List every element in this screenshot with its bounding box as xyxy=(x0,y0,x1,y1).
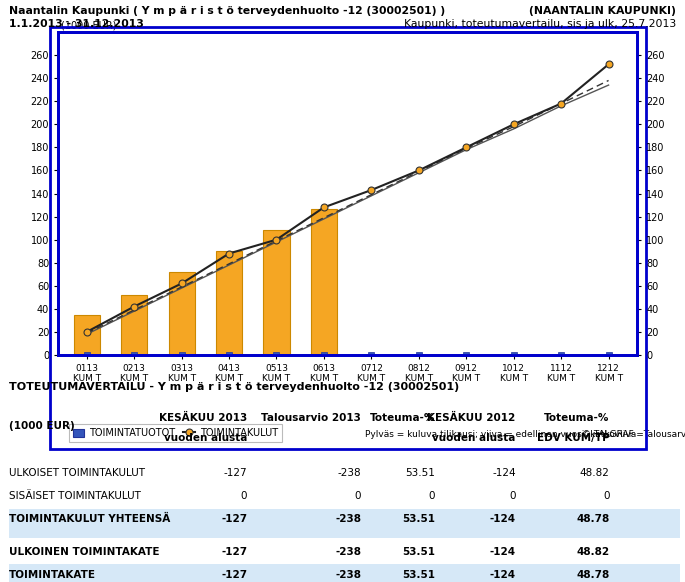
Text: Naantalin Kaupunki ( Y m p ä r i s t ö terveydenhuolto -12 (30002501) ): Naantalin Kaupunki ( Y m p ä r i s t ö t… xyxy=(9,6,445,16)
Text: © TALGRAF: © TALGRAF xyxy=(582,430,634,439)
Text: -127: -127 xyxy=(221,570,247,580)
Text: (NAANTALIN KAUPUNKI): (NAANTALIN KAUPUNKI) xyxy=(530,6,676,16)
Text: (1000 EUR): (1000 EUR) xyxy=(61,20,116,30)
Text: 0: 0 xyxy=(603,491,610,501)
Text: 48.78: 48.78 xyxy=(577,514,610,524)
Text: -124: -124 xyxy=(490,570,516,580)
Text: Toteuma-%: Toteuma-% xyxy=(545,413,610,423)
Bar xyxy=(216,251,242,355)
Text: ULKOISET TOIMINTAKULUT: ULKOISET TOIMINTAKULUT xyxy=(9,469,145,478)
Bar xyxy=(74,315,100,355)
Legend: TOIMINTATUOTOT, TOIMINTAKULUT: TOIMINTATUOTOT, TOIMINTAKULUT xyxy=(69,424,282,442)
Text: 0: 0 xyxy=(355,491,362,501)
Text: KESÄKUU 2012: KESÄKUU 2012 xyxy=(427,413,516,423)
Text: -124: -124 xyxy=(490,514,516,524)
Text: 0: 0 xyxy=(509,491,516,501)
Text: -127: -127 xyxy=(221,514,247,524)
Bar xyxy=(121,295,147,355)
Text: 48.78: 48.78 xyxy=(577,570,610,580)
Text: EDV KUM/TP: EDV KUM/TP xyxy=(537,433,610,443)
Bar xyxy=(311,208,337,355)
Text: -127: -127 xyxy=(221,547,247,557)
Bar xyxy=(9,509,680,538)
Text: 1.1.2013 - 31.12.2013: 1.1.2013 - 31.12.2013 xyxy=(9,19,144,29)
Text: KESÄKUU 2013: KESÄKUU 2013 xyxy=(159,413,247,423)
Bar xyxy=(9,565,680,582)
Text: 0: 0 xyxy=(429,491,435,501)
Text: Toteuma-%: Toteuma-% xyxy=(370,413,435,423)
Bar xyxy=(264,230,290,355)
Text: -124: -124 xyxy=(492,469,516,478)
Text: Kaupunki, toteutumavertailu, sis ja ulk, 25.7.2013: Kaupunki, toteutumavertailu, sis ja ulk,… xyxy=(404,19,676,29)
Text: TOIMINTAKATE: TOIMINTAKATE xyxy=(9,570,96,580)
Text: SISÄISET TOIMINTAKULUT: SISÄISET TOIMINTAKULUT xyxy=(9,491,141,501)
Text: -127: -127 xyxy=(223,469,247,478)
Text: -238: -238 xyxy=(338,469,362,478)
Text: Pylväs = kuluva tilikausi; viiva = edellinen vuosi; katkoviiva=Talousarvio: Pylväs = kuluva tilikausi; viiva = edell… xyxy=(365,430,685,439)
Text: 53.51: 53.51 xyxy=(402,514,435,524)
Text: ULKOINEN TOIMINTAKATE: ULKOINEN TOIMINTAKATE xyxy=(9,547,160,557)
Bar xyxy=(49,27,646,449)
Text: (1000 EUR): (1000 EUR) xyxy=(9,421,75,431)
Text: -238: -238 xyxy=(336,547,362,557)
Text: -238: -238 xyxy=(336,570,362,580)
Text: 48.82: 48.82 xyxy=(580,469,610,478)
Text: -124: -124 xyxy=(490,547,516,557)
Text: 0: 0 xyxy=(240,491,247,501)
Text: 48.82: 48.82 xyxy=(577,547,610,557)
Bar xyxy=(169,272,195,355)
Text: 53.51: 53.51 xyxy=(402,547,435,557)
Text: 53.51: 53.51 xyxy=(402,570,435,580)
Text: 53.51: 53.51 xyxy=(406,469,435,478)
Text: TOIMINTAKULUT YHTEENSÄ: TOIMINTAKULUT YHTEENSÄ xyxy=(9,514,171,524)
Text: Talousarvio 2013: Talousarvio 2013 xyxy=(262,413,362,423)
Text: TOTEUTUMAVERTAILU - Y m p ä r i s t ö terveydenhuolto -12 (30002501): TOTEUTUMAVERTAILU - Y m p ä r i s t ö te… xyxy=(9,382,459,392)
Text: -238: -238 xyxy=(336,514,362,524)
Text: vuoden alusta: vuoden alusta xyxy=(432,433,516,443)
Text: vuoden alusta: vuoden alusta xyxy=(164,433,247,443)
